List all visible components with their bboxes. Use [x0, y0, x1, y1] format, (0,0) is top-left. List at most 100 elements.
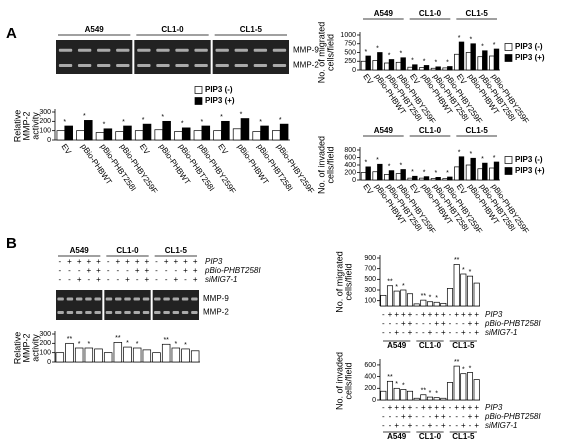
- condition-sign: -: [415, 310, 418, 319]
- significance: **: [67, 336, 73, 343]
- significance: **: [387, 279, 393, 286]
- significance: *: [126, 340, 129, 347]
- condition-name: siMIG7-1: [485, 328, 517, 337]
- gel-band: [194, 64, 208, 67]
- y-tick-label: 200: [344, 169, 356, 176]
- bar: [161, 343, 171, 363]
- bar: [489, 55, 495, 71]
- gel-band: [94, 311, 101, 314]
- significance: *: [103, 122, 106, 129]
- condition-sign: +: [474, 319, 479, 328]
- significance: **: [454, 359, 460, 366]
- condition-sign: -: [155, 275, 158, 284]
- condition-sign: +: [183, 266, 188, 275]
- condition-sign: +: [125, 257, 130, 266]
- significance: *: [469, 269, 472, 276]
- condition-sign: +: [468, 310, 473, 319]
- condition-sign: -: [389, 421, 392, 430]
- y-tick-label: 1000: [340, 32, 356, 39]
- condition-sign: +: [144, 266, 149, 275]
- legend-label: PIP3 (+): [205, 96, 235, 105]
- condition-sign: -: [429, 412, 432, 421]
- condition-sign: -: [402, 328, 405, 337]
- bar: [154, 129, 164, 141]
- bar: [162, 120, 171, 141]
- bar: [453, 264, 460, 307]
- significance: *: [423, 58, 426, 65]
- condition-sign: +: [96, 266, 101, 275]
- condition-sign: -: [68, 275, 71, 284]
- condition-sign: -: [422, 421, 425, 430]
- gel-band: [253, 48, 268, 52]
- gel-band: [116, 64, 130, 67]
- bar: [400, 389, 407, 401]
- condition-sign: +: [388, 310, 393, 319]
- condition-sign: -: [422, 319, 425, 328]
- significance: *: [399, 51, 402, 58]
- significance: *: [435, 295, 438, 302]
- condition-sign: -: [449, 412, 452, 421]
- group-label: A549: [387, 432, 407, 440]
- y-tick-label: 600: [344, 154, 356, 161]
- gel-band: [175, 64, 189, 67]
- significance: *: [83, 113, 86, 120]
- bar: [482, 50, 488, 71]
- bar: [406, 390, 414, 401]
- condition-sign: +: [454, 403, 459, 412]
- y-tick-label: 200: [39, 340, 51, 347]
- bar: [420, 394, 427, 401]
- y-tick-label: 0: [352, 67, 356, 74]
- bar: [201, 125, 211, 141]
- y-tick-label: 100: [39, 128, 51, 135]
- legend-swatch: [504, 43, 513, 51]
- bar: [103, 352, 113, 363]
- y-tick-label: 700: [364, 266, 376, 273]
- bar: [252, 131, 261, 141]
- significance: *: [181, 121, 184, 128]
- condition-sign: +: [428, 403, 433, 412]
- bar: [406, 293, 414, 307]
- condition-sign: -: [126, 266, 129, 275]
- condition-name: pBio-PHBT258I: [484, 319, 541, 328]
- bar: [272, 130, 281, 141]
- gel-band: [75, 311, 83, 314]
- gel-band: [156, 64, 170, 67]
- condition-sign: -: [382, 421, 385, 430]
- condition-sign: +: [461, 310, 466, 319]
- condition-sign: -: [116, 266, 119, 275]
- condition-sign: -: [435, 421, 438, 430]
- gel-band: [142, 297, 150, 301]
- gel-band: [137, 48, 151, 52]
- bar: [412, 175, 418, 181]
- gel-band: [142, 311, 150, 314]
- condition-sign: -: [449, 328, 452, 337]
- condition-sign: -: [422, 328, 425, 337]
- condition-name: siMIG7-1: [485, 421, 517, 430]
- condition-sign: +: [408, 421, 413, 430]
- bar: [430, 178, 437, 181]
- condition-name: PIP3: [485, 403, 503, 412]
- significance: **: [421, 293, 427, 300]
- y-tick-label: 500: [344, 49, 356, 56]
- condition-sign: -: [462, 319, 465, 328]
- condition-sign: -: [107, 275, 110, 284]
- condition-sign: +: [434, 403, 439, 412]
- bar: [493, 161, 500, 181]
- bar: [446, 288, 454, 307]
- legend-swatch: [504, 167, 513, 175]
- x-tick-label: EV: [138, 142, 152, 156]
- legend-label: PIP3 (-): [515, 42, 543, 51]
- condition-sign: -: [415, 421, 418, 430]
- condition-sign: -: [174, 266, 177, 275]
- condition-sign: +: [441, 328, 446, 337]
- significance: *: [481, 44, 484, 51]
- bar: [400, 169, 406, 181]
- y-axis-label: cells/field: [325, 34, 335, 71]
- condition-name: PIP3: [205, 257, 223, 266]
- bar: [477, 168, 483, 181]
- condition-sign: +: [474, 403, 479, 412]
- condition-sign: +: [96, 275, 101, 284]
- condition-sign: -: [87, 275, 90, 284]
- gel-image: [152, 290, 199, 320]
- legend-swatch: [194, 86, 203, 94]
